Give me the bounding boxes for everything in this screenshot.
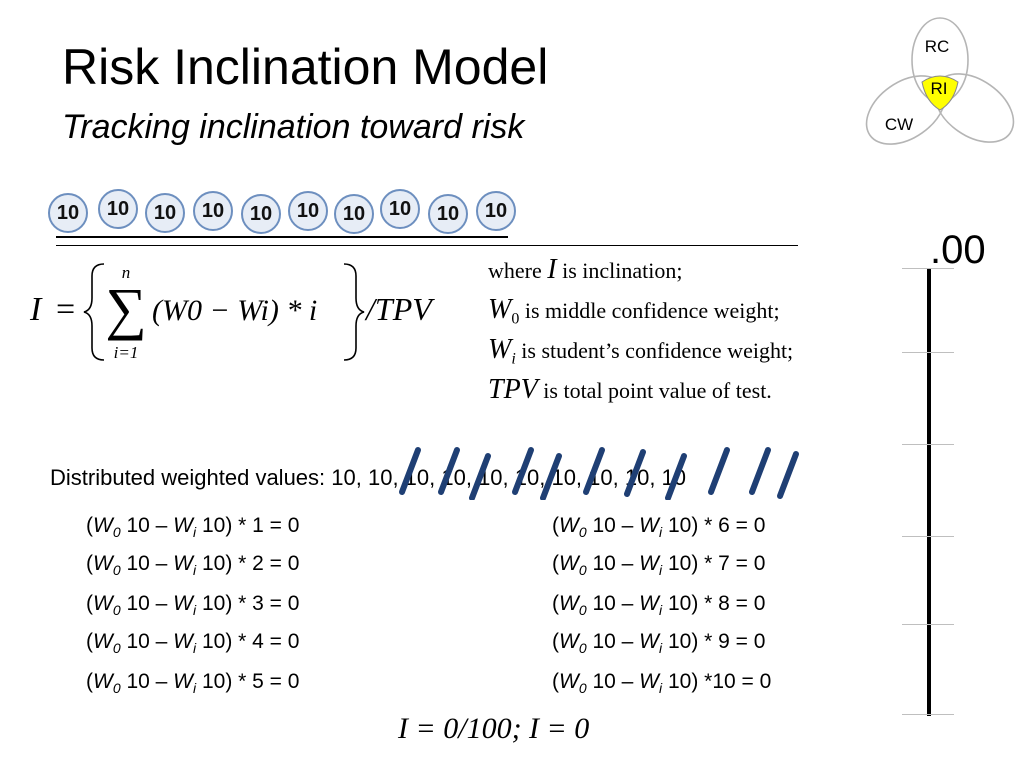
slide-subtitle: Tracking inclination toward risk [62, 108, 525, 146]
equation-row: (W0 10 – Wi 10) * 9 = 0 [552, 630, 766, 657]
result-equation: I = 0/100; I = 0 [398, 712, 590, 745]
logo-label-ri: RI [931, 79, 948, 98]
scale-tick [902, 536, 954, 537]
logo-label-rc: RC [925, 37, 950, 56]
weight-circle: 10 [48, 193, 88, 233]
distributed-values: Distributed weighted values: 10, 10, 10,… [50, 465, 687, 490]
scale-tick [902, 352, 954, 353]
equation-row: (W0 10 – Wi 10) * 6 = 0 [552, 514, 766, 541]
weight-circle: 10 [145, 193, 185, 233]
definition-row: Wi is student’s confidence weight; [488, 334, 794, 368]
equation-row: (W0 10 – Wi 10) * 2 = 0 [86, 552, 300, 579]
weight-circle: 10 [98, 189, 138, 229]
svg-text:=: = [56, 291, 75, 328]
formula-lhs: I [29, 291, 43, 328]
weight-circle: 10 [428, 194, 468, 234]
equation-row: (W0 10 – Wi 10) * 5 = 0 [86, 670, 300, 697]
scale-tick [902, 624, 954, 625]
strike-mark-group [399, 447, 799, 501]
formula-divisor: /TPV [364, 291, 435, 327]
scale-tick [902, 444, 954, 445]
weight-circle: 10 [380, 189, 420, 229]
definition-row: W0 is middle confidence weight; [488, 294, 780, 328]
equation-row: (W0 10 – Wi 10) * 3 = 0 [86, 592, 300, 619]
weight-circles: 10 10 10 10 10 10 10 10 10 10 [48, 189, 528, 239]
venn-logo: RC RI CW [862, 10, 1022, 150]
slide-title: Risk Inclination Model [62, 39, 549, 95]
formula-sum-upper: n [122, 263, 131, 282]
divider-line [56, 236, 508, 238]
equation-row: (W0 10 – Wi 10) *10 = 0 [552, 670, 772, 697]
inclination-formula: I = n ∑ i=1 (W0 − Wi) * i /TPV [26, 252, 456, 370]
equation-row: (W0 10 – Wi 10) * 8 = 0 [552, 592, 766, 619]
formula-term: (W0 − Wi) * i [152, 294, 317, 327]
weight-circle: 10 [241, 194, 281, 234]
logo-label-cw: CW [885, 115, 913, 134]
scale-tick [902, 714, 954, 715]
definition-row: where I is inclination; [488, 254, 683, 285]
svg-text:∑: ∑ [105, 276, 146, 341]
weight-circle: 10 [193, 191, 233, 231]
strike-marks [380, 440, 810, 501]
formula-sum-lower: i=1 [114, 343, 139, 362]
weight-circle: 10 [288, 191, 328, 231]
weight-circle: 10 [334, 194, 374, 234]
equation-row: (W0 10 – Wi 10) * 1 = 0 [86, 514, 300, 541]
equation-row: (W0 10 – Wi 10) * 4 = 0 [86, 630, 300, 657]
scale-value-label: .00 [930, 228, 986, 272]
definition-row: TPV is total point value of test. [488, 374, 772, 405]
weight-circle: 10 [476, 191, 516, 231]
scale-tick [902, 268, 954, 269]
variable-definitions: where I is inclination; W0 is middle con… [488, 250, 793, 410]
scale-axis [927, 268, 931, 716]
equation-row: (W0 10 – Wi 10) * 7 = 0 [552, 552, 766, 579]
divider-line [56, 245, 798, 246]
